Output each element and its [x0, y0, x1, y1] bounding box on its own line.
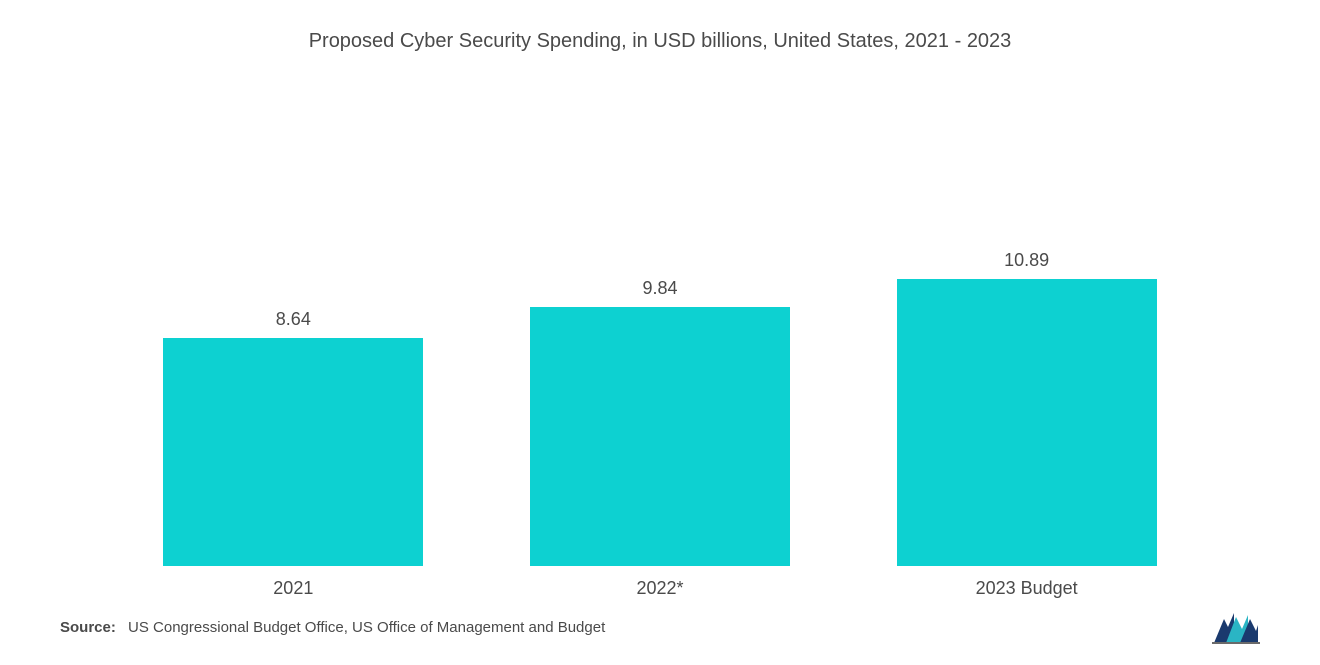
- source-row: Source: US Congressional Budget Office, …: [50, 599, 1270, 645]
- bar-group-1: 9.84 2022*: [520, 278, 800, 599]
- bar-2: [897, 279, 1157, 566]
- bar-value-label-1: 9.84: [642, 278, 677, 299]
- chart-container: Proposed Cyber Security Spending, in USD…: [0, 0, 1320, 665]
- chart-title: Proposed Cyber Security Spending, in USD…: [50, 30, 1270, 53]
- category-label-0: 2021: [273, 578, 313, 599]
- bar-group-2: 10.89 2023 Budget: [887, 250, 1167, 599]
- brand-logo-icon: [1212, 609, 1260, 645]
- category-label-2: 2023 Budget: [976, 578, 1078, 599]
- bar-1: [530, 307, 790, 566]
- source-label: Source:: [60, 619, 116, 636]
- chart-area: 8.64 2021 9.84 2022* 10.89 2023 Budget: [50, 63, 1270, 599]
- bar-value-label-0: 8.64: [276, 309, 311, 330]
- bar-0: [163, 338, 423, 566]
- source-text: Source: US Congressional Budget Office, …: [60, 619, 605, 636]
- category-label-1: 2022*: [636, 578, 683, 599]
- source-value: US Congressional Budget Office, US Offic…: [128, 619, 605, 636]
- bar-group-0: 8.64 2021: [153, 309, 433, 599]
- bar-value-label-2: 10.89: [1004, 250, 1049, 271]
